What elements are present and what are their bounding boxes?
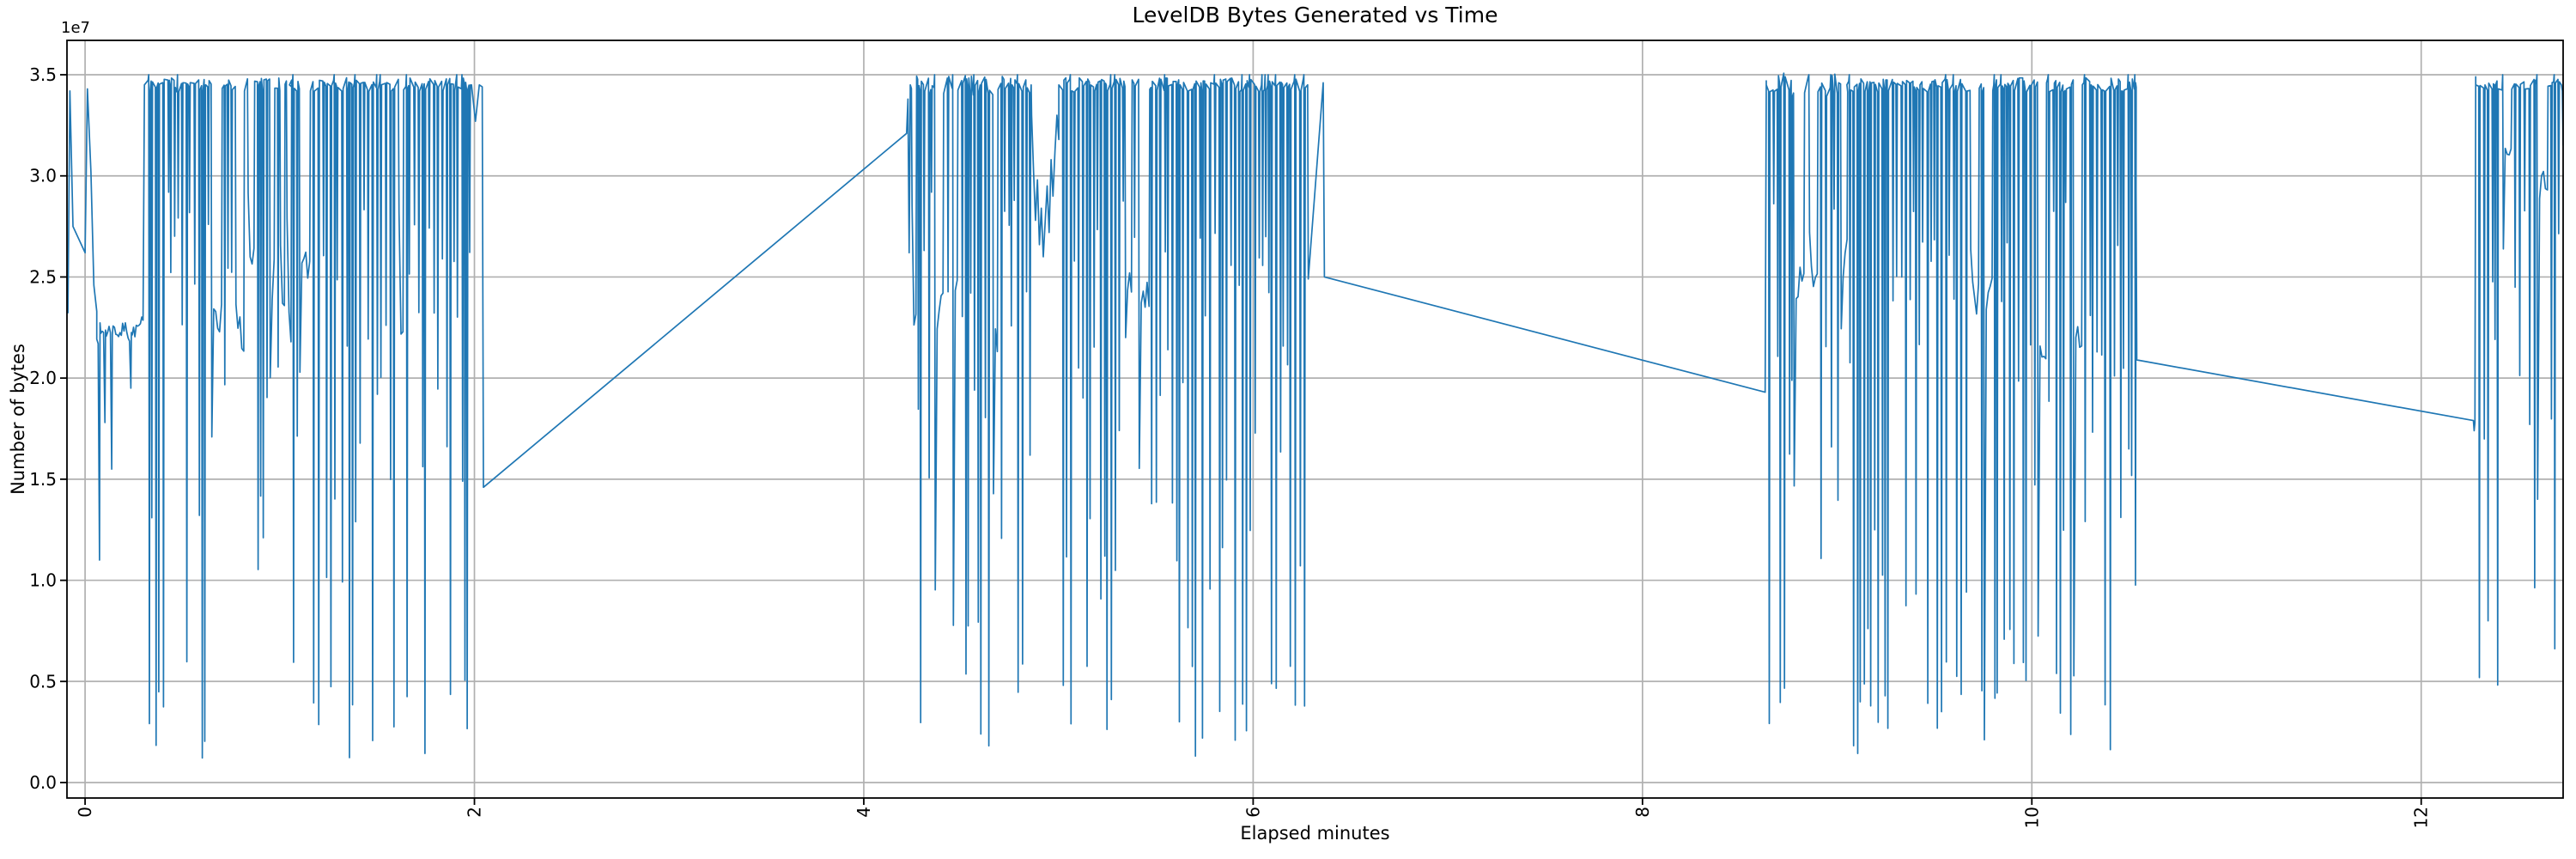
y-tick-label: 0.5: [29, 671, 57, 691]
y-tick-label: 2.5: [29, 266, 57, 287]
y-tick-label: 3.5: [29, 64, 57, 85]
x-tick-label: 2: [465, 807, 485, 818]
plot-frame: [66, 40, 2564, 799]
y-tick-label: 1.5: [29, 469, 57, 490]
x-tick-label: 0: [75, 807, 95, 818]
x-axis-label: Elapsed minutes: [1240, 823, 1390, 844]
data-line: [67, 72, 2563, 759]
y-tick-label: 1.0: [29, 570, 57, 591]
x-tick-label: 10: [2021, 807, 2042, 828]
x-tick-label: 4: [854, 807, 874, 818]
y-axis-offset-label: 1e7: [61, 19, 90, 37]
x-tick-label: 6: [1242, 807, 1263, 818]
y-tick-label: 3.0: [29, 166, 57, 186]
chart-title: LevelDB Bytes Generated vs Time: [1132, 3, 1498, 27]
y-tick-label: 2.0: [29, 368, 57, 388]
x-tick-label: 8: [1632, 807, 1653, 818]
y-tick-label: 0.0: [29, 772, 57, 793]
x-tick-label: 12: [2411, 807, 2432, 828]
